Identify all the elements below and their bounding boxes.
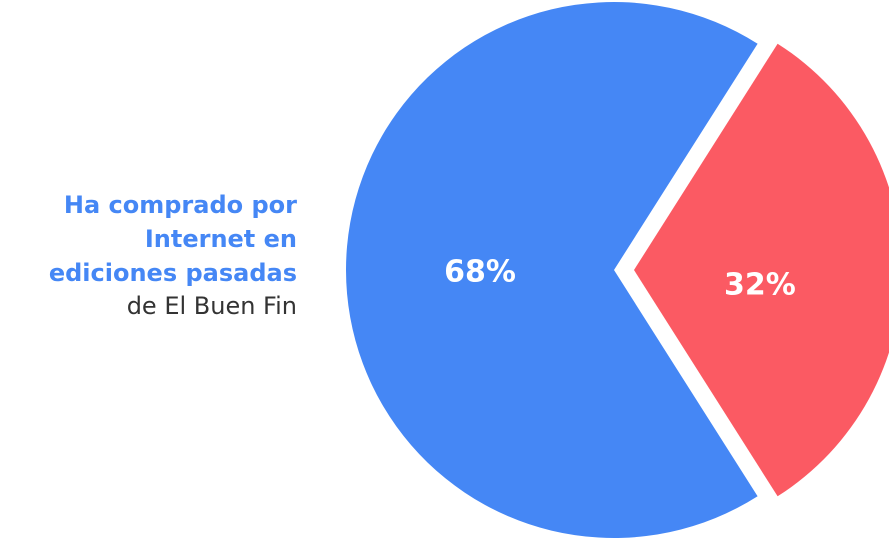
annotation-line: de El Buen Fin <box>127 292 297 320</box>
value-label: 32% <box>724 268 796 303</box>
annotation-line: Ha comprado por <box>64 191 297 219</box>
pie-slice <box>634 43 889 497</box>
annotation-line: ediciones pasadas <box>49 259 297 287</box>
annotation-line: Internet en <box>145 225 297 253</box>
value-label: 68% <box>444 255 516 290</box>
pie-slice <box>346 2 758 539</box>
